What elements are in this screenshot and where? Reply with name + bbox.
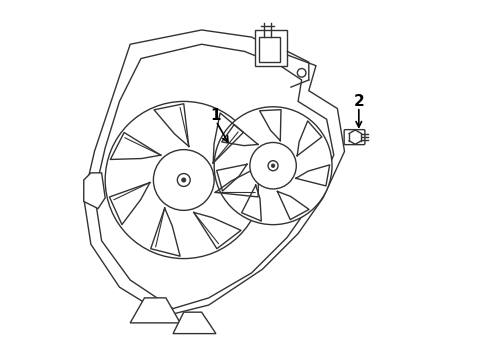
Circle shape (249, 143, 296, 189)
Polygon shape (83, 173, 105, 208)
Circle shape (297, 68, 305, 77)
FancyBboxPatch shape (344, 130, 364, 145)
Polygon shape (255, 30, 287, 66)
Circle shape (214, 107, 331, 225)
Circle shape (271, 164, 274, 167)
Polygon shape (130, 298, 180, 323)
Polygon shape (83, 30, 344, 316)
Text: 2: 2 (353, 94, 364, 109)
Circle shape (105, 102, 262, 258)
Text: 1: 1 (210, 108, 221, 123)
Circle shape (153, 150, 214, 210)
Circle shape (181, 178, 185, 182)
Polygon shape (173, 312, 216, 334)
